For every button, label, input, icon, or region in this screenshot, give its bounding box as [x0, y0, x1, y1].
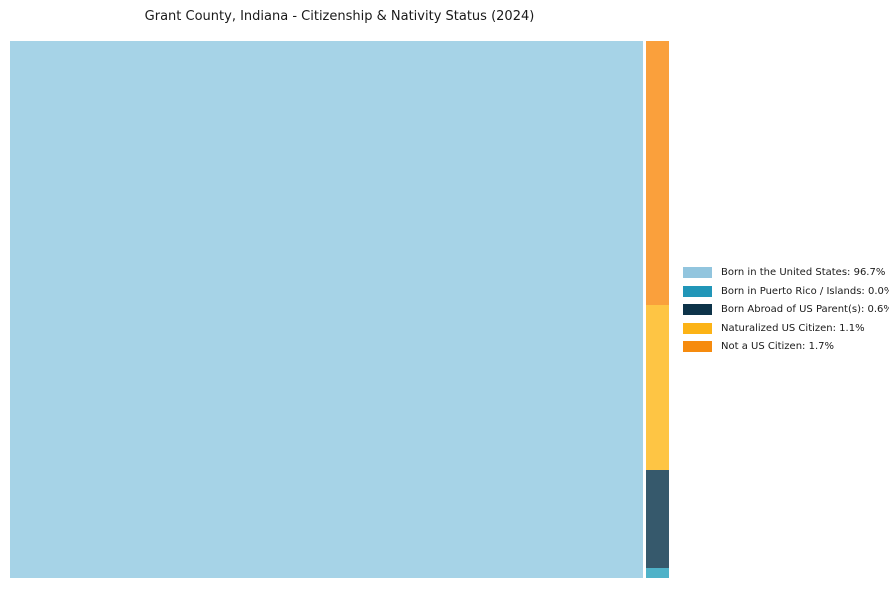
- treemap-segment-born-puerto-rico-islands: [646, 568, 669, 578]
- legend-swatch-naturalized-us-citizen: [683, 322, 712, 334]
- legend-label-naturalized-us-citizen: Naturalized US Citizen: 1.1%: [721, 322, 865, 334]
- legend-swatch-born-abroad-us-parents: [683, 304, 712, 315]
- legend-item-born-in-us: Born in the United States: 96.7%: [683, 266, 889, 279]
- legend-label-born-abroad-us-parents: Born Abroad of US Parent(s): 0.6%: [721, 304, 889, 315]
- legend-item-not-us-citizen: Not a US Citizen: 1.7%: [683, 340, 889, 353]
- treemap-segment-born-abroad-us-parents: [646, 470, 669, 568]
- treemap-segment-not-us-citizen: [646, 41, 669, 305]
- legend-label-born-in-us: Born in the United States: 96.7%: [721, 267, 886, 278]
- legend-swatch-born-puerto-rico-islands: [683, 285, 712, 297]
- legend: Born in the United States: 96.7% Born in…: [683, 266, 889, 359]
- legend-label-not-us-citizen: Not a US Citizen: 1.7%: [721, 341, 835, 352]
- legend-swatch-not-us-citizen: [683, 341, 712, 352]
- legend-label-born-puerto-rico-islands: Born in Puerto Rico / Islands: 0.0%: [721, 285, 889, 297]
- legend-item-born-abroad-us-parents: Born Abroad of US Parent(s): 0.6%: [683, 303, 889, 316]
- legend-item-born-puerto-rico-islands: Born in Puerto Rico / Islands: 0.0%: [683, 285, 889, 298]
- legend-item-naturalized-us-citizen: Naturalized US Citizen: 1.1%: [683, 322, 889, 335]
- treemap-segment-naturalized-us-citizen: [646, 305, 669, 470]
- legend-swatch-born-in-us: [683, 267, 712, 278]
- treemap-plot: [10, 41, 669, 578]
- treemap-segment-born-in-us: [10, 41, 643, 578]
- chart-title: Grant County, Indiana - Citizenship & Na…: [144, 9, 535, 24]
